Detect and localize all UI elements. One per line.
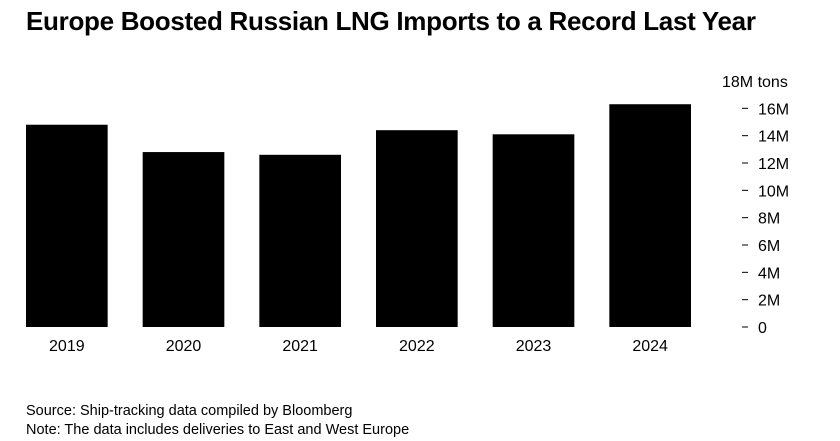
bar-2023	[492, 134, 575, 327]
x-tick-label: 2021	[282, 338, 318, 355]
y-tick-label: 0	[758, 320, 767, 337]
footer: Source: Ship-tracking data compiled by B…	[26, 402, 409, 440]
x-tick-label: 2020	[166, 338, 202, 355]
x-tick-label: 2019	[49, 338, 85, 355]
bar-2024	[609, 104, 691, 327]
y-tick-label: 4M	[758, 265, 780, 282]
source-note: Source: Ship-tracking data compiled by B…	[26, 403, 353, 419]
x-tick-label: 2022	[399, 338, 435, 355]
x-tick-label: 2023	[516, 338, 552, 355]
x-tick-label: 2024	[632, 338, 668, 355]
bar-2021	[259, 154, 341, 327]
bar-chart: 2019 2020 2021 2022 2023 2024 0 2M 4M 6M 8M 10M 12M…	[26, 74, 789, 355]
bar-2020	[142, 152, 225, 327]
bar-2022	[376, 130, 458, 327]
x-axis-labels: 2019 2020 2021 2022 2023 2024	[49, 338, 668, 355]
y-tick-label: 16M	[758, 101, 789, 118]
y-axis: 0 2M 4M 6M 8M 10M 12M 14M 16M 18M tons	[722, 74, 789, 337]
chart-title: Europe Boosted Russian LNG Imports to a …	[26, 6, 756, 36]
y-tick-label: 2M	[758, 293, 780, 310]
y-tick-label: 8M	[758, 211, 780, 228]
y-tick-label: 10M	[758, 183, 789, 200]
y-tick-label: 18M tons	[722, 74, 788, 91]
bar-2019	[26, 124, 108, 327]
y-tick-label: 12M	[758, 156, 789, 173]
footnote: Note: The data includes deliveries to Ea…	[26, 422, 410, 438]
bars-group	[26, 104, 691, 327]
y-tick-label: 14M	[758, 129, 789, 146]
y-tick-label: 6M	[758, 238, 780, 255]
